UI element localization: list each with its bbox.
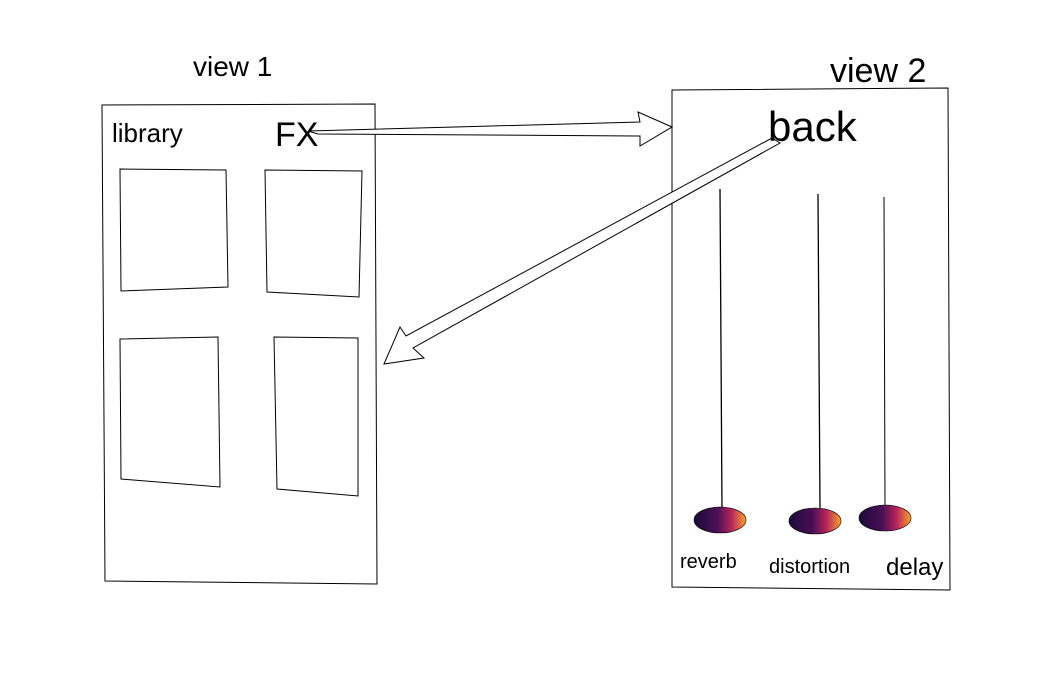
library-tile-4[interactable] — [273, 336, 359, 497]
fx-tab[interactable]: FX — [275, 116, 319, 154]
view2-title: view 2 — [830, 52, 927, 90]
back-button[interactable]: back — [768, 103, 857, 150]
delay-label: delay — [886, 554, 944, 581]
delay-slider-knob[interactable] — [858, 504, 912, 532]
distortion-slider-track[interactable] — [817, 193, 821, 511]
distortion-label: distortion — [769, 556, 851, 578]
delay-slider-track[interactable] — [883, 196, 886, 507]
library-tile-1[interactable] — [119, 168, 229, 292]
distortion-slider-knob[interactable] — [788, 507, 842, 535]
reverb-label: reverb — [680, 551, 737, 573]
library-tile-2[interactable] — [264, 169, 363, 298]
library-tile-3[interactable] — [119, 336, 221, 488]
fx-to-view2-arrow — [307, 111, 674, 147]
library-tab[interactable]: library — [112, 118, 183, 148]
view1-title: view 1 — [193, 51, 273, 82]
back-to-view1-arrow — [383, 137, 781, 365]
reverb-slider-knob[interactable] — [693, 506, 747, 534]
view2-frame — [671, 87, 951, 591]
view1-frame — [101, 103, 378, 585]
reverb-slider-track[interactable] — [719, 188, 723, 511]
